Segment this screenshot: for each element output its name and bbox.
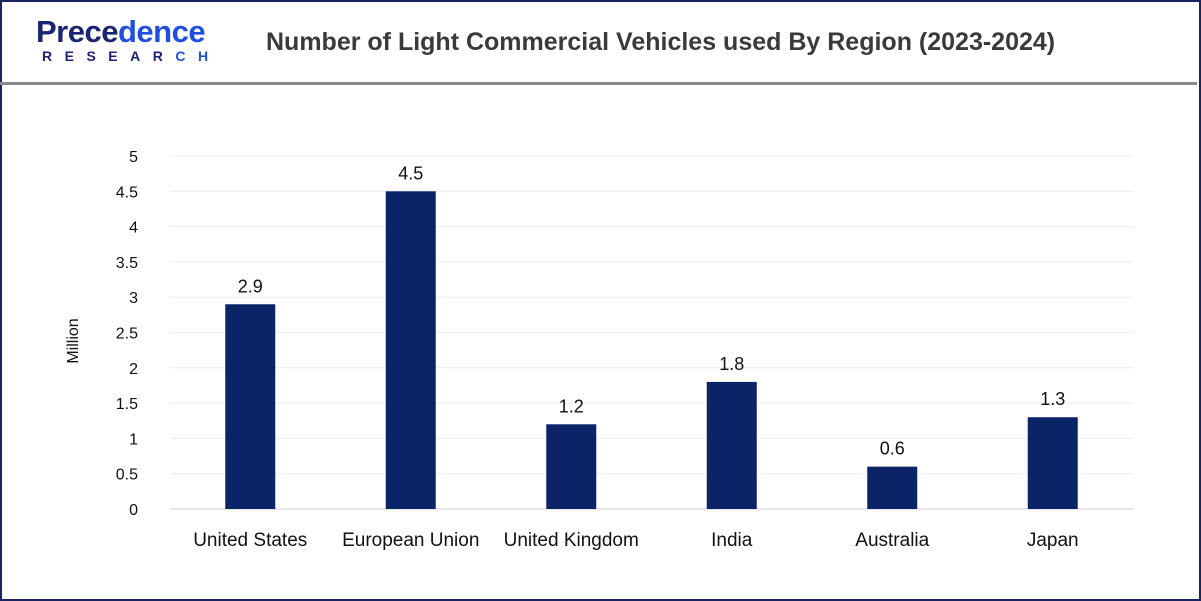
y-tick-label: 1	[129, 431, 138, 448]
bar	[225, 304, 276, 509]
y-tick-label: 4	[129, 220, 138, 237]
data-label: 1.8	[719, 354, 744, 374]
y-tick-label: 2	[129, 361, 138, 378]
bar	[385, 191, 436, 510]
x-tick-label: Australia	[855, 530, 929, 551]
x-tick-label: India	[711, 530, 753, 551]
bar	[546, 424, 597, 509]
bar	[867, 466, 918, 509]
bar	[706, 381, 757, 509]
y-tick-label: 0.5	[116, 467, 138, 484]
x-tick-label: Japan	[1027, 530, 1079, 551]
precedence-research-logo: Precedence RESEARCH	[36, 14, 221, 65]
logo-main: Precedence	[36, 14, 206, 49]
data-label: 2.9	[238, 276, 263, 296]
logo-sub: RESEARCH	[42, 48, 221, 64]
x-tick-label: European Union	[342, 530, 479, 551]
data-label: 4.5	[398, 163, 423, 183]
data-label: 1.3	[1040, 389, 1065, 409]
y-tick-label: 4.5	[116, 184, 138, 201]
y-tick-label: 1.5	[116, 396, 138, 413]
x-tick-label: United Kingdom	[504, 530, 639, 551]
header: Precedence RESEARCH Number of Light Comm…	[0, 0, 1197, 85]
chart-title: Number of Light Commercial Vehicles used…	[266, 28, 1056, 56]
y-tick-label: 3	[129, 290, 138, 307]
y-tick-label: 5	[129, 149, 138, 166]
y-tick-label: 2.5	[116, 326, 138, 343]
bar	[1027, 417, 1078, 509]
data-label: 1.2	[559, 396, 584, 416]
y-axis-label: Million	[65, 318, 82, 363]
y-tick-label: 3.5	[116, 255, 138, 272]
data-label: 0.6	[880, 439, 905, 459]
y-tick-label: 0	[129, 502, 138, 519]
x-tick-label: United States	[193, 530, 307, 551]
